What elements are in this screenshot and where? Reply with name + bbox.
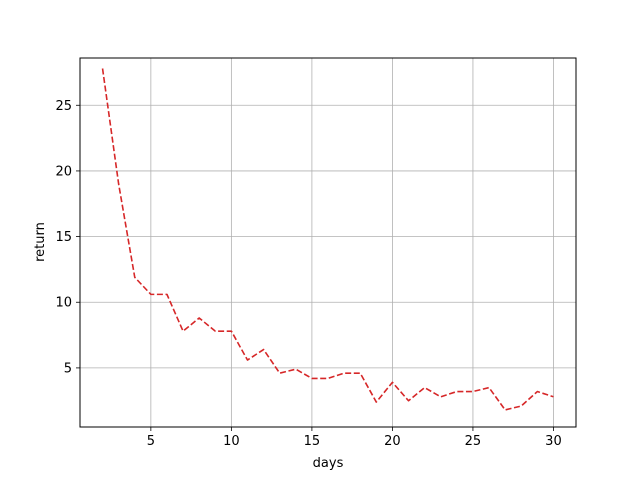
data-point	[551, 395, 555, 399]
plot-frame	[79, 57, 577, 428]
data-point	[423, 386, 427, 390]
series-line-0	[101, 68, 554, 411]
data-point	[133, 275, 137, 279]
data-point	[181, 329, 185, 333]
data-point	[487, 386, 491, 390]
y-tick-label: 10	[55, 296, 72, 311]
x-axis-label: days	[313, 456, 344, 471]
data-point	[245, 358, 249, 362]
x-tick-label: 25	[465, 434, 482, 449]
data-point	[310, 376, 314, 380]
data-point	[278, 371, 282, 375]
y-tick-label: 5	[64, 361, 72, 376]
data-point	[439, 395, 443, 399]
data-point	[213, 329, 217, 333]
data-point	[117, 182, 121, 186]
y-tick-label: 25	[55, 99, 72, 114]
x-tick-label: 10	[223, 434, 240, 449]
grid	[80, 58, 576, 427]
data-point	[455, 390, 459, 394]
data-point	[262, 348, 266, 352]
data-point	[101, 67, 105, 71]
y-tick-label: 15	[55, 230, 72, 245]
data-point	[535, 390, 539, 394]
data-point	[407, 399, 411, 403]
x-tick-label: 5	[147, 434, 155, 449]
data-point	[519, 404, 523, 408]
y-axis-label: return	[33, 222, 48, 262]
x-tick-label: 20	[384, 434, 401, 449]
data-point	[197, 316, 201, 320]
data-point	[503, 408, 507, 412]
y-tick-label: 20	[55, 164, 72, 179]
data-point	[342, 371, 346, 375]
ticks: 5 10 15 20 25 30 5 10 15 20 25	[55, 99, 561, 449]
data-point	[229, 329, 233, 333]
series-layer	[101, 67, 555, 412]
data-point	[390, 380, 394, 384]
data-point	[149, 292, 153, 296]
data-point	[326, 376, 330, 380]
x-tick-label: 30	[545, 434, 562, 449]
data-point	[165, 292, 169, 296]
data-point	[294, 367, 298, 371]
data-point	[374, 400, 378, 404]
data-point	[358, 371, 362, 375]
data-point	[471, 390, 475, 394]
x-tick-label: 15	[304, 434, 321, 449]
